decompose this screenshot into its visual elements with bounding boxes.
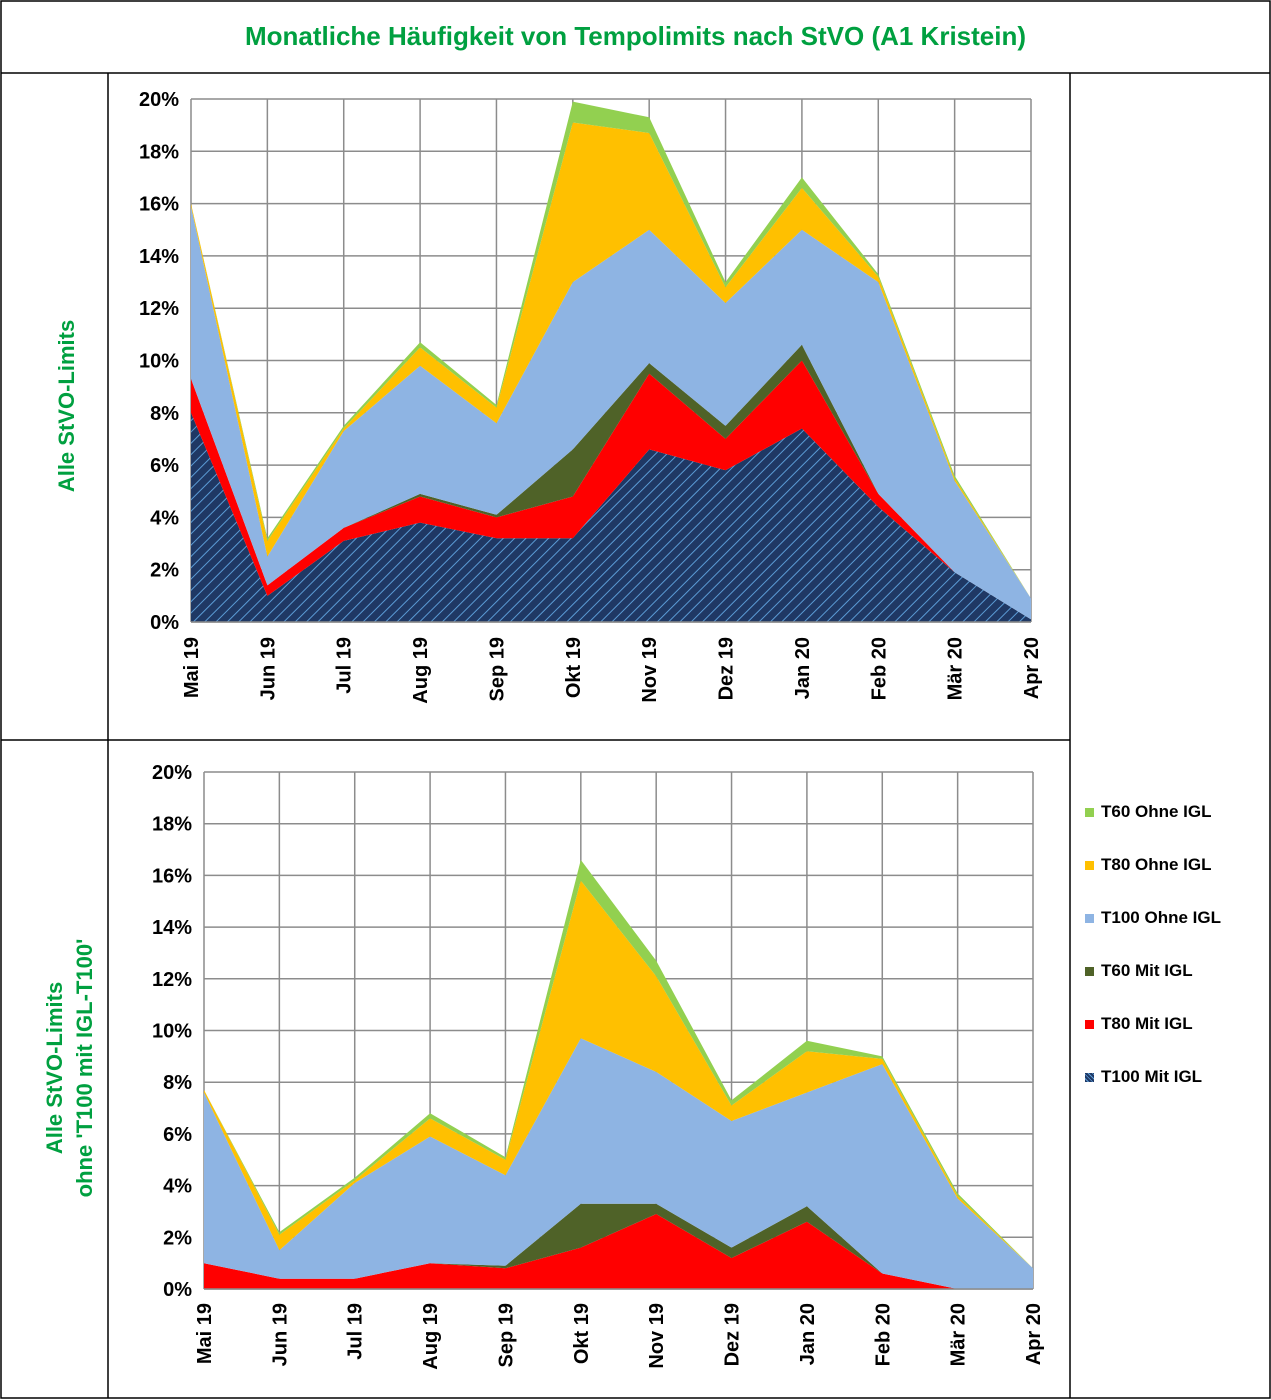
legend-label: T80 Ohne IGL	[1101, 855, 1212, 874]
area-t100-ohne-igl	[204, 1038, 1033, 1289]
y-tick-label: 14%	[139, 246, 179, 268]
y-tick-label: 4%	[163, 1176, 192, 1198]
legend-label: T100 Mit IGL	[1101, 1067, 1203, 1086]
legend-item: T100 Mit IGL	[1085, 1067, 1202, 1087]
x-tick-label: Sep 19	[486, 637, 508, 701]
x-tick-label: Apr 20	[1021, 637, 1043, 699]
x-tick-label: Jan 20	[797, 1303, 819, 1365]
legend-label: T60 Mit IGL	[1101, 961, 1193, 980]
y-tick-label: 0%	[150, 612, 179, 634]
y-tick-label: 14%	[152, 917, 192, 939]
y-tick-label: 6%	[150, 455, 179, 477]
x-tick-label: Mai 19	[181, 637, 203, 698]
area-t80-ohne-igl	[204, 880, 1033, 1269]
area-t80-mit-igl	[191, 360, 1031, 620]
x-tick-label: Dez 19	[722, 1303, 744, 1366]
legend-label: T100 Ohne IGL	[1101, 908, 1221, 927]
x-tick-label: Okt 19	[571, 1303, 593, 1364]
legend-label: T80 Mit IGL	[1101, 1014, 1193, 1033]
y-tick-label: 12%	[139, 298, 179, 320]
legend-swatch	[1085, 913, 1094, 923]
y-tick-label: 20%	[139, 89, 179, 111]
x-tick-label: Feb 20	[872, 1303, 894, 1366]
legend-item: T80 Mit IGL	[1085, 1014, 1193, 1034]
legend-item: T100 Ohne IGL	[1085, 908, 1221, 928]
area-t100-ohne-igl	[191, 206, 1031, 620]
y-tick-label: 10%	[139, 351, 179, 373]
x-tick-label: Mär 20	[945, 637, 967, 700]
y-tick-label: 12%	[152, 969, 192, 991]
y-tick-label: 18%	[152, 814, 192, 836]
y-tick-label: 6%	[163, 1124, 192, 1146]
x-tick-label: Aug 19	[410, 637, 432, 704]
y-tick-label: 16%	[152, 865, 192, 887]
chart-without-t100: 0% 2% 4% 6% 8% 10% 12% 14% 16% 18% 20% Mai 19 Jun 19…	[152, 762, 1045, 1370]
legend-item: T60 Ohne IGL	[1085, 802, 1212, 822]
legend-swatch	[1085, 1019, 1094, 1029]
x-tick-label: Jun 19	[269, 1303, 291, 1366]
y-tick-label: 4%	[150, 507, 179, 529]
y-tick-label: 18%	[139, 141, 179, 163]
legend-label: T60 Ohne IGL	[1101, 802, 1212, 821]
x-tick-label: Aug 19	[420, 1303, 442, 1370]
area-t80-ohne-igl	[191, 122, 1031, 599]
x-tick-label: Sep 19	[495, 1303, 517, 1367]
x-tick-label: Mai 19	[194, 1303, 216, 1364]
legend-swatch	[1085, 860, 1094, 870]
x-tick-label: Apr 20	[1023, 1303, 1045, 1365]
x-tick-label: Dez 19	[716, 637, 738, 700]
chart-all-limits: 0% 2% 4% 6% 8% 10% 12% 14% 16% 18% 20% Mai 19 Jun 19…	[139, 89, 1043, 704]
x-tick-label: Jul 19	[334, 637, 356, 694]
x-tick-label: Nov 19	[639, 637, 661, 703]
page-title: Monatliche Häufigkeit von Tempolimits na…	[244, 21, 1027, 51]
x-tick-label: Jun 19	[257, 637, 279, 700]
legend-item: T60 Mit IGL	[1085, 961, 1193, 981]
area-t60-mit-igl	[204, 1203, 1033, 1289]
legend-swatch	[1085, 966, 1094, 976]
y-tick-label: 8%	[163, 1072, 192, 1094]
x-tick-label: Nov 19	[646, 1303, 668, 1369]
y-tick-label: 0%	[163, 1279, 192, 1301]
y-tick-label: 2%	[163, 1227, 192, 1249]
y-tick-label: 16%	[139, 194, 179, 216]
y-tick-label: 10%	[152, 1021, 192, 1043]
x-tick-label: Mär 20	[948, 1303, 970, 1366]
area-t60-ohne-igl	[204, 859, 1033, 1269]
y-tick-label: 20%	[152, 762, 192, 784]
legend-swatch	[1085, 807, 1094, 817]
legend-swatch	[1085, 1072, 1094, 1082]
x-tick-label: Jan 20	[792, 637, 814, 699]
x-tick-label: Jul 19	[345, 1303, 367, 1360]
area-t100-mit-igl	[191, 412, 1031, 622]
y-tick-label: 2%	[150, 560, 179, 582]
y-tick-label: 8%	[150, 403, 179, 425]
x-tick-label: Okt 19	[563, 637, 585, 698]
legend-item: T80 Ohne IGL	[1085, 855, 1212, 875]
x-tick-label: Feb 20	[868, 637, 890, 700]
area-t80-mit-igl	[204, 1214, 1033, 1289]
